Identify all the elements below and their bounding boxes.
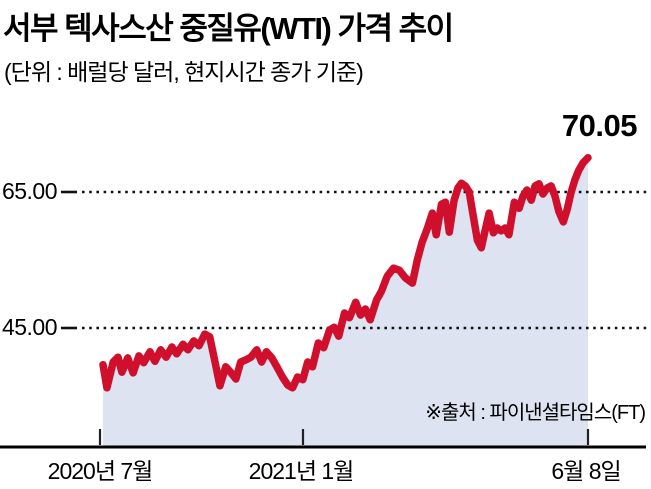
x-axis-label-jun8: 6월 8일 bbox=[551, 458, 621, 484]
x-axis-label-jul2020: 2020년 7월 bbox=[47, 458, 154, 484]
last-price-label: 70.05 bbox=[561, 108, 638, 143]
chart-unit-subtitle: (단위 : 배럴당 달러, 현지시간 종가 기준) bbox=[4, 59, 364, 85]
source-note: ※출처 : 파이낸셜타임스(FT) bbox=[425, 402, 646, 424]
x-axis-label-jan2021: 2021년 1월 bbox=[248, 458, 355, 484]
y-axis-label-65: 65.00 bbox=[1, 178, 58, 204]
price-line bbox=[99, 153, 592, 392]
page-title: 서부 텍사스산 중질유(WTI) 가격 추이 bbox=[3, 11, 454, 46]
y-axis-label-45: 45.00 bbox=[1, 314, 58, 340]
